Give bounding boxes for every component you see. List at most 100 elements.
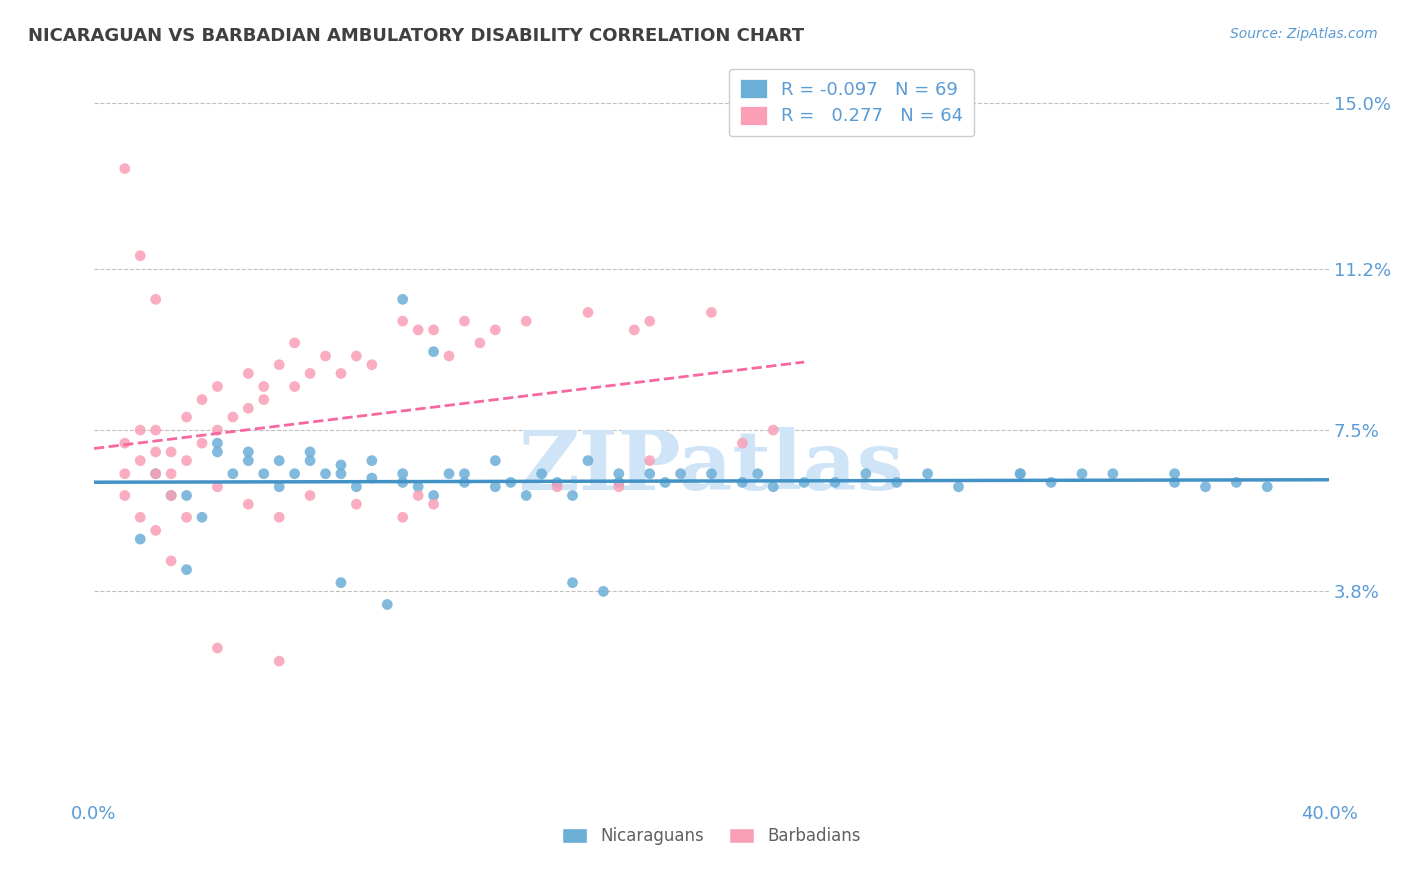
Point <box>422 488 444 502</box>
Point <box>530 467 553 481</box>
Point <box>160 488 183 502</box>
Point <box>129 249 152 263</box>
Point <box>576 453 599 467</box>
Point <box>253 379 276 393</box>
Point <box>222 410 245 425</box>
Point <box>207 379 229 393</box>
Point <box>406 488 429 502</box>
Point <box>515 314 537 328</box>
Point <box>284 379 307 393</box>
Point <box>654 475 676 490</box>
Point <box>422 344 444 359</box>
Point <box>406 323 429 337</box>
Point <box>422 497 444 511</box>
Point <box>607 475 630 490</box>
Point <box>453 467 475 481</box>
Point <box>360 358 382 372</box>
Point <box>145 293 167 307</box>
Point <box>284 335 307 350</box>
Point <box>824 475 846 490</box>
Point <box>160 554 183 568</box>
Point <box>546 480 568 494</box>
Text: Source: ZipAtlas.com: Source: ZipAtlas.com <box>1230 27 1378 41</box>
Point <box>329 575 352 590</box>
Point <box>453 475 475 490</box>
Point <box>623 323 645 337</box>
Point <box>176 563 198 577</box>
Point <box>238 453 260 467</box>
Point <box>484 480 506 494</box>
Point <box>207 641 229 656</box>
Point <box>344 349 367 363</box>
Point <box>1225 475 1247 490</box>
Point <box>114 467 136 481</box>
Point <box>160 467 183 481</box>
Point <box>391 293 413 307</box>
Point <box>114 436 136 450</box>
Point <box>160 488 183 502</box>
Point <box>284 467 307 481</box>
Point <box>207 423 229 437</box>
Point <box>145 423 167 437</box>
Point <box>375 598 398 612</box>
Point <box>238 497 260 511</box>
Point <box>484 323 506 337</box>
Point <box>329 467 352 481</box>
Point <box>329 367 352 381</box>
Point <box>576 305 599 319</box>
Point <box>114 488 136 502</box>
Point <box>484 453 506 467</box>
Point <box>269 358 291 372</box>
Point <box>269 654 291 668</box>
Point <box>114 161 136 176</box>
Point <box>299 453 322 467</box>
Point <box>145 467 167 481</box>
Point <box>391 510 413 524</box>
Point <box>344 497 367 511</box>
Point <box>1010 467 1032 481</box>
Point <box>453 314 475 328</box>
Point <box>515 488 537 502</box>
Point <box>1194 480 1216 494</box>
Point <box>1071 467 1094 481</box>
Point <box>948 480 970 494</box>
Point <box>129 532 152 546</box>
Point <box>191 510 214 524</box>
Point <box>700 305 723 319</box>
Point <box>607 480 630 494</box>
Point <box>607 467 630 481</box>
Point <box>207 436 229 450</box>
Point <box>747 467 769 481</box>
Point <box>191 392 214 407</box>
Point <box>176 510 198 524</box>
Point <box>176 410 198 425</box>
Point <box>145 467 167 481</box>
Point <box>437 349 460 363</box>
Point <box>315 349 337 363</box>
Point <box>253 392 276 407</box>
Text: ZIPatlas: ZIPatlas <box>519 427 904 508</box>
Point <box>191 436 214 450</box>
Point <box>700 467 723 481</box>
Point <box>731 436 754 450</box>
Point <box>468 335 491 350</box>
Point <box>638 453 661 467</box>
Point <box>176 488 198 502</box>
Point <box>638 467 661 481</box>
Point <box>731 475 754 490</box>
Point <box>762 423 785 437</box>
Point <box>561 488 583 502</box>
Point <box>207 480 229 494</box>
Point <box>299 367 322 381</box>
Point <box>253 467 276 481</box>
Point <box>238 445 260 459</box>
Point <box>391 467 413 481</box>
Point <box>638 314 661 328</box>
Legend: R = -0.097   N = 69, R =   0.277   N = 64: R = -0.097 N = 69, R = 0.277 N = 64 <box>728 69 974 136</box>
Point <box>176 453 198 467</box>
Point <box>406 480 429 494</box>
Point <box>160 445 183 459</box>
Point <box>129 453 152 467</box>
Point <box>1163 467 1185 481</box>
Point <box>1163 475 1185 490</box>
